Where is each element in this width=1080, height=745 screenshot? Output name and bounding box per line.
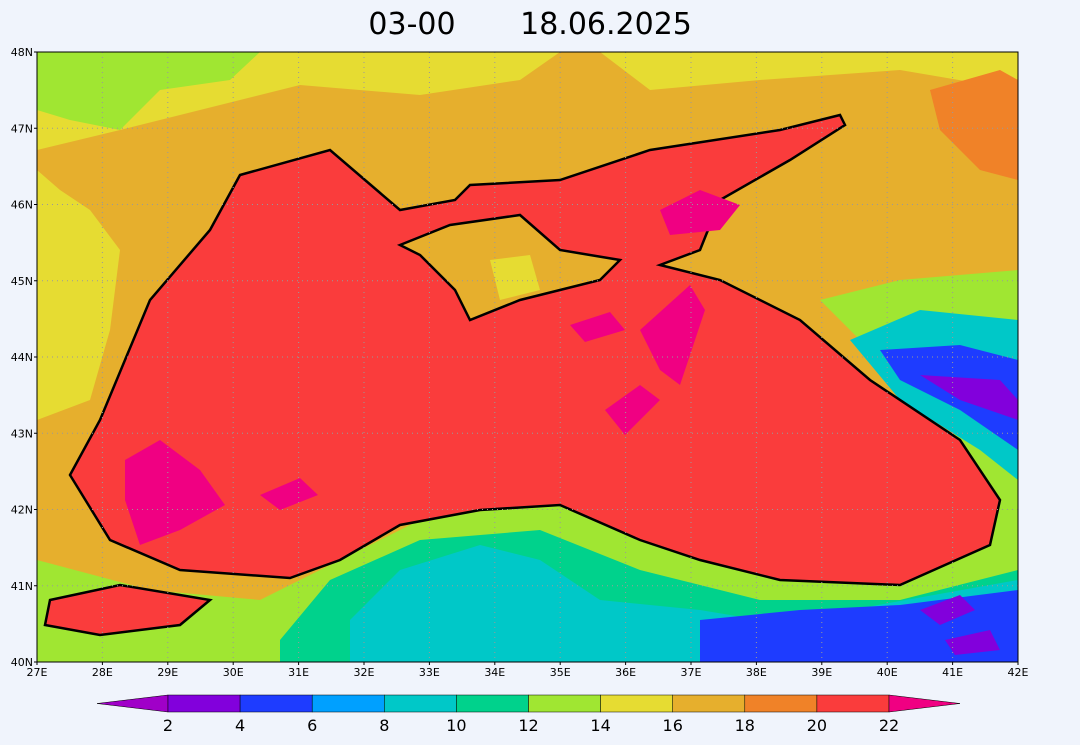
map-field bbox=[37, 52, 1018, 662]
lon-label: 32E bbox=[354, 666, 375, 679]
lon-label: 29E bbox=[157, 666, 178, 679]
lat-label: 41N bbox=[11, 580, 33, 593]
lon-label: 30E bbox=[223, 666, 244, 679]
lat-label: 45N bbox=[11, 275, 33, 288]
lon-label: 39E bbox=[811, 666, 832, 679]
lat-label: 46N bbox=[11, 199, 33, 212]
lat-label: 48N bbox=[11, 46, 33, 59]
lon-label: 41E bbox=[942, 666, 963, 679]
lon-label: 36E bbox=[615, 666, 636, 679]
lat-label: 44N bbox=[11, 351, 33, 364]
lon-label: 28E bbox=[92, 666, 113, 679]
colorbar-label: 4 bbox=[235, 716, 245, 735]
colorbar: 2 4 6 8 10 12 14 16 18 20 22 bbox=[96, 694, 961, 735]
lon-label: 33E bbox=[419, 666, 440, 679]
colorbar-label: 2 bbox=[163, 716, 173, 735]
colorbar-segment bbox=[311, 694, 385, 713]
colorbar-segment bbox=[528, 694, 601, 713]
lon-label: 42E bbox=[1008, 666, 1029, 679]
lon-label: 27E bbox=[27, 666, 48, 679]
colorbar-segment bbox=[456, 694, 529, 713]
lat-label: 40N bbox=[11, 656, 33, 669]
colorbar-label: 14 bbox=[590, 716, 610, 735]
colorbar-segment bbox=[600, 694, 673, 713]
colorbar-segment bbox=[816, 694, 890, 713]
colorbar-label: 12 bbox=[518, 716, 538, 735]
lat-label: 47N bbox=[11, 122, 33, 135]
colorbar-segment bbox=[384, 694, 457, 713]
colorbar-arrow-high bbox=[888, 694, 961, 713]
colorbar-arrow-low bbox=[96, 694, 169, 713]
colorbar-label: 22 bbox=[879, 716, 899, 735]
title-time: 03-00 bbox=[368, 7, 455, 42]
colorbar-label: 18 bbox=[735, 716, 755, 735]
lon-label: 35E bbox=[550, 666, 571, 679]
colorbar-segment bbox=[744, 694, 818, 713]
lon-label: 40E bbox=[877, 666, 898, 679]
lat-label: 42N bbox=[11, 504, 33, 517]
colorbar-label: 10 bbox=[446, 716, 466, 735]
colorbar-segment bbox=[239, 694, 313, 713]
colorbar-label: 20 bbox=[807, 716, 827, 735]
lon-label: 31E bbox=[288, 666, 309, 679]
colorbar-label: 6 bbox=[307, 716, 317, 735]
graticule bbox=[37, 52, 1018, 662]
lon-label: 34E bbox=[484, 666, 505, 679]
colorbar-label: 16 bbox=[663, 716, 683, 735]
colorbar-segment bbox=[672, 694, 746, 713]
colorbar-segment bbox=[167, 694, 241, 713]
colorbar-label: 8 bbox=[379, 716, 389, 735]
lat-label: 43N bbox=[11, 427, 33, 440]
lon-label: 38E bbox=[746, 666, 767, 679]
lon-label: 37E bbox=[681, 666, 702, 679]
title-date: 18.06.2025 bbox=[520, 7, 692, 42]
